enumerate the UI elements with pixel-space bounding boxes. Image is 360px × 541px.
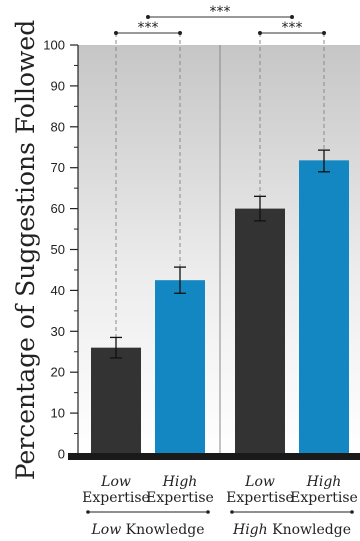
y-tick-label: 10: [51, 406, 65, 421]
group-underline-end: [230, 510, 234, 514]
group-underline-end: [206, 510, 210, 514]
category-label-bottom: Expertise: [146, 490, 214, 506]
category-label-top: High: [306, 474, 342, 490]
y-tick-label: 100: [43, 38, 65, 53]
significance-label: ***: [282, 20, 303, 36]
group-label-rest: Knowledge: [121, 522, 204, 538]
group-label-emphasis: Low: [90, 522, 121, 538]
y-axis-label: Percentage of Suggestions Followed: [11, 20, 40, 480]
y-tick-label: 50: [51, 242, 65, 257]
y-tick-label: 90: [51, 78, 65, 93]
category-label-bottom: Expertise: [82, 490, 150, 506]
group-label: Low Knowledge: [90, 522, 204, 538]
bracket-endpoint: [290, 15, 294, 19]
group-label: High Knowledge: [232, 522, 351, 538]
bar: [155, 280, 205, 454]
y-tick-label: 20: [51, 365, 65, 380]
y-tick-label: 60: [51, 201, 65, 216]
y-tick-label: 0: [58, 447, 65, 462]
y-tick-label: 40: [51, 283, 65, 298]
group-underline-end: [350, 510, 354, 514]
category-label-top: Low: [244, 474, 275, 490]
category-label-top: High: [162, 474, 198, 490]
bar: [235, 208, 285, 454]
significance-label: ***: [138, 20, 159, 36]
category-label-bottom: Expertise: [226, 490, 294, 506]
y-tick-label: 80: [51, 119, 65, 134]
x-axis-line: [68, 453, 360, 460]
group-underline-end: [86, 510, 90, 514]
group-label-emphasis: High: [232, 522, 268, 538]
bracket-endpoint: [178, 31, 182, 35]
bracket-endpoint: [322, 31, 326, 35]
category-label-bottom: Expertise: [290, 490, 358, 506]
y-tick-label: 70: [51, 160, 65, 175]
bracket-endpoint: [146, 15, 150, 19]
y-tick-label: 30: [51, 324, 65, 339]
bar: [91, 347, 141, 454]
bracket-endpoint: [258, 31, 262, 35]
bracket-endpoint: [114, 31, 118, 35]
bar: [299, 160, 349, 454]
group-label-rest: Knowledge: [268, 522, 351, 538]
significance-label: ***: [210, 4, 231, 20]
category-label-top: Low: [100, 474, 131, 490]
